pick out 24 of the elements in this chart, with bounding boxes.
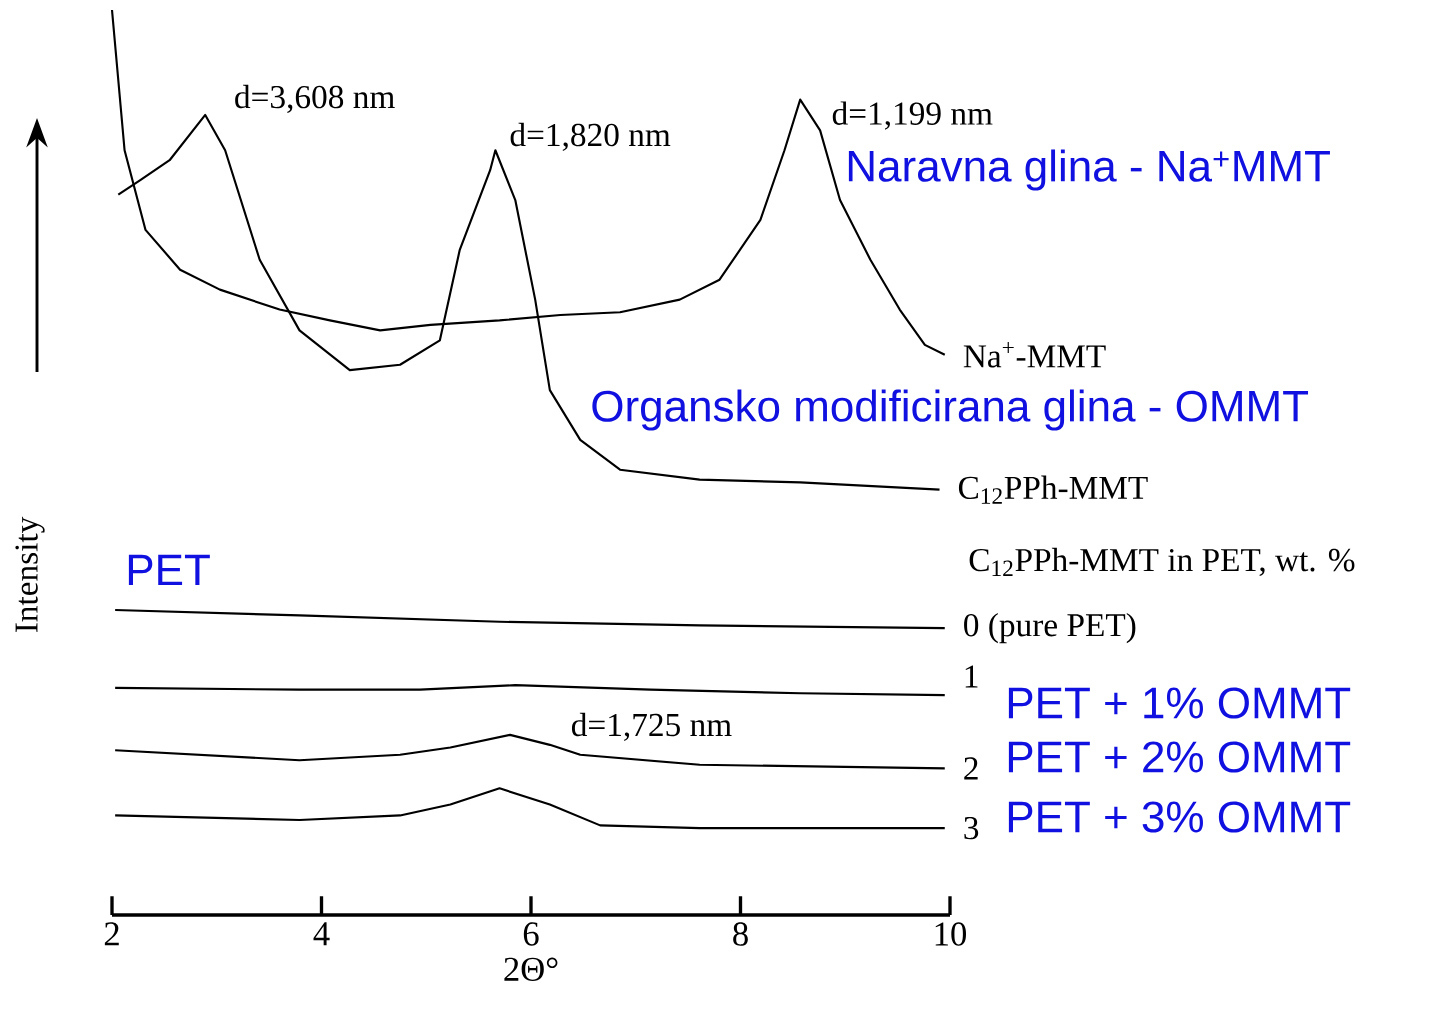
annotation: d=1,725 nm: [571, 712, 732, 742]
annotation: Organsko modificirana glina - OMMT: [592, 389, 1309, 431]
series-label: 2: [964, 757, 978, 780]
annotation: d=3,608 nm: [235, 84, 395, 114]
annotation: Naravna glina - Na$^{+}$MMT: [848, 149, 1330, 191]
text: PET + 2% OMMT: [1008, 741, 1351, 773]
text: PET + 1% OMMT: [1008, 687, 1351, 719]
annotation: d=1,820 nm: [510, 122, 671, 152]
annotation: PET: [128, 554, 210, 586]
x-tick-label: 8: [733, 922, 748, 946]
x-tick-label: 2: [104, 922, 119, 946]
x-tick-label: 10: [935, 922, 967, 946]
series-label: C$_{12}$PPh-MMT: [958, 475, 1148, 504]
y-axis-title: Intensity: [15, 516, 45, 633]
series-label: 3: [964, 816, 979, 840]
series-label: Na$^{+}$-MMT: [963, 342, 1106, 368]
x-tick-label: 4: [313, 922, 330, 946]
series-label: 0 (pure PET): [964, 612, 1136, 644]
x-tick-label: 6: [523, 922, 539, 946]
annotation: d=1,199 nm: [832, 101, 993, 130]
series-label: 1: [965, 665, 978, 688]
x-axis-title: 2Θ°: [504, 957, 558, 981]
text: PET + 3% OMMT: [1008, 801, 1351, 833]
text: C$_{12}$PPh-MMT in PET, wt. %: [969, 547, 1355, 577]
